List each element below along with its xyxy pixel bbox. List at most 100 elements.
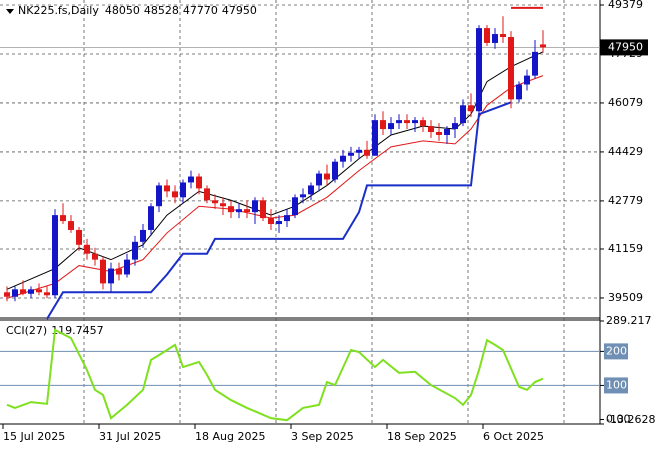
candle-body bbox=[316, 173, 322, 186]
low-value: 47770 bbox=[183, 4, 218, 17]
candle-body bbox=[500, 34, 506, 38]
close-value: 47950 bbox=[222, 4, 257, 17]
x-tick-label: 18 Sep 2025 bbox=[387, 430, 457, 443]
candle-body bbox=[20, 289, 26, 294]
candle-body bbox=[436, 132, 442, 135]
candle-body bbox=[36, 289, 42, 293]
candle-body bbox=[324, 173, 330, 180]
candle-body bbox=[212, 200, 218, 204]
candle-body bbox=[132, 241, 138, 260]
candle-body bbox=[428, 126, 434, 133]
candle-body bbox=[4, 292, 10, 297]
candle-body bbox=[420, 120, 426, 127]
cci-y-tick-label: 100 bbox=[606, 378, 627, 391]
candle-body bbox=[404, 120, 410, 124]
y-tick-label: 41159 bbox=[608, 242, 643, 255]
x-tick-label: 18 Aug 2025 bbox=[195, 430, 265, 443]
candle-body bbox=[452, 123, 458, 130]
candle-body bbox=[260, 200, 266, 219]
candle-body bbox=[108, 268, 114, 284]
y-tick-label: 42779 bbox=[608, 194, 643, 207]
cci-level-box bbox=[604, 343, 628, 360]
candle-body bbox=[308, 185, 314, 195]
y-tick-label: 39509 bbox=[608, 291, 643, 304]
candle-body bbox=[524, 75, 530, 85]
candle-body bbox=[244, 209, 250, 213]
header: NK225.fs,Daily 48050 48528 47770 47950 bbox=[18, 4, 257, 17]
candle-body bbox=[228, 206, 234, 213]
x-tick-label: 6 Oct 2025 bbox=[483, 430, 544, 443]
candle-body bbox=[276, 221, 282, 225]
candle-body bbox=[68, 221, 74, 230]
candle-body bbox=[92, 253, 98, 260]
candle-body bbox=[252, 200, 258, 213]
candle-body bbox=[220, 203, 226, 207]
last-price-label: 47950 bbox=[608, 40, 643, 53]
candle-body bbox=[52, 215, 58, 296]
candle-body bbox=[332, 161, 338, 180]
x-tick-label: 15 Jul 2025 bbox=[3, 430, 65, 443]
candle-body bbox=[44, 292, 50, 296]
candle-body bbox=[100, 259, 106, 284]
cci-title: CCI(27) bbox=[6, 324, 47, 337]
candle-body bbox=[300, 194, 306, 198]
candle-body bbox=[204, 188, 210, 201]
candle-body bbox=[116, 268, 122, 275]
candle-body bbox=[532, 51, 538, 76]
candle-body bbox=[468, 105, 474, 112]
candle-body bbox=[124, 259, 130, 275]
cci-y-tick-label: -13.2628 bbox=[606, 413, 655, 426]
candle-body bbox=[164, 185, 170, 192]
candle-body bbox=[364, 149, 370, 156]
y-tick-label: 44429 bbox=[608, 145, 643, 158]
candle-body bbox=[356, 149, 362, 153]
candle-body bbox=[348, 152, 354, 156]
y-tick-label: 49379 bbox=[608, 0, 643, 11]
candle-body bbox=[188, 176, 194, 183]
candle-body bbox=[372, 120, 378, 156]
candle-body bbox=[140, 229, 146, 242]
candle-body bbox=[60, 215, 66, 222]
cci-y-tick-label: 289.217 bbox=[606, 314, 652, 327]
cci-y-tick-label: 200 bbox=[606, 344, 627, 357]
candle-body bbox=[508, 37, 514, 100]
candle-body bbox=[484, 28, 490, 43]
candle-body bbox=[84, 244, 90, 254]
candle-body bbox=[388, 123, 394, 130]
candle-body bbox=[396, 120, 402, 124]
candle-body bbox=[444, 129, 450, 135]
candle-body bbox=[148, 206, 154, 230]
cci-value: 119.7457 bbox=[51, 324, 104, 337]
last-price-box bbox=[600, 39, 648, 56]
candle-body bbox=[380, 120, 386, 130]
candle-body bbox=[476, 28, 482, 112]
candle-body bbox=[268, 218, 274, 225]
candle-body bbox=[28, 289, 34, 294]
cci-line bbox=[6, 328, 544, 422]
candle-body bbox=[292, 197, 298, 216]
candle-body bbox=[492, 34, 498, 43]
y-tick-label: 46079 bbox=[608, 96, 643, 109]
overlay-line bbox=[46, 101, 512, 320]
candle-body bbox=[76, 229, 82, 245]
candle-body bbox=[516, 84, 522, 100]
x-tick-label: 31 Jul 2025 bbox=[99, 430, 161, 443]
candle-body bbox=[284, 215, 290, 222]
candle-body bbox=[460, 105, 466, 124]
open-value: 48050 bbox=[105, 4, 140, 17]
candle-body bbox=[540, 44, 546, 48]
candle-body bbox=[156, 185, 162, 207]
x-tick-label: 3 Sep 2025 bbox=[291, 430, 354, 443]
cci-y-tick-label: 0.00 bbox=[606, 412, 631, 425]
candle-body bbox=[196, 176, 202, 189]
symbol: NK225.fs,Daily bbox=[18, 4, 99, 17]
candle-body bbox=[172, 191, 178, 198]
candle-body bbox=[12, 289, 18, 297]
candle-body bbox=[340, 155, 346, 162]
candle-body bbox=[236, 209, 242, 213]
collapse-icon bbox=[6, 9, 14, 14]
high-value: 48528 bbox=[144, 4, 179, 17]
